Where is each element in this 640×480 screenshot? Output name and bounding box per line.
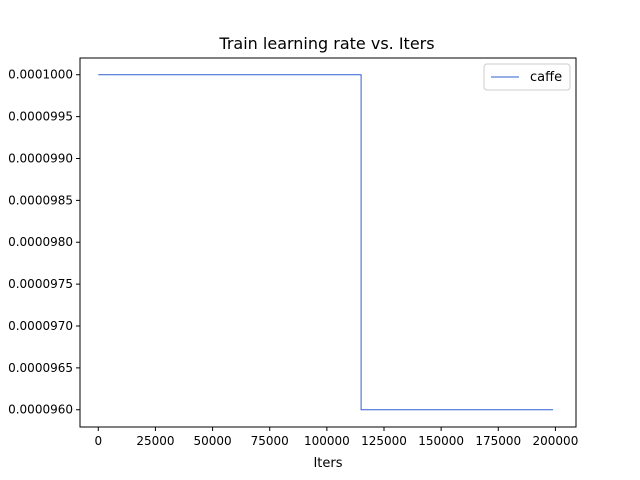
x-tick-label: 50000 <box>193 434 231 448</box>
chart-title: Train learning rate vs. Iters <box>218 34 434 53</box>
legend-label: caffe <box>530 70 562 85</box>
y-tick-label: 0.0000990 <box>8 151 73 165</box>
x-tick-label: 175000 <box>475 434 521 448</box>
legend: caffe <box>483 63 571 91</box>
y-tick-label: 0.0001000 <box>8 68 73 82</box>
plot-area-frame <box>79 57 577 428</box>
y-tick-label: 0.0000965 <box>8 361 73 375</box>
series-layer <box>98 74 554 411</box>
x-axis-label: Iters <box>313 456 342 471</box>
x-tick-label: 150000 <box>418 434 464 448</box>
y-tick-label: 0.0000975 <box>8 277 73 291</box>
x-tick-label: 25000 <box>136 434 174 448</box>
y-tick-label: 0.0000980 <box>8 235 73 249</box>
y-tick-label: 0.0000995 <box>8 110 73 124</box>
x-tick-label: 100000 <box>304 434 350 448</box>
x-tick-label: 200000 <box>533 434 579 448</box>
legend-box <box>483 63 571 91</box>
y-tick-label: 0.0000970 <box>8 319 73 333</box>
x-axis: 0 25000 50000 75000 100000 125000 150000 175000… <box>94 427 578 448</box>
x-tick-label: 0 <box>94 434 102 448</box>
series-line-caffe <box>98 74 554 411</box>
y-axis: 0.0000960 0.0000965 0.0000970 0.0000975 0.00… <box>8 68 80 417</box>
y-tick-label: 0.0000960 <box>8 403 73 417</box>
y-tick-label: 0.0000985 <box>8 193 73 207</box>
x-tick-label: 75000 <box>251 434 289 448</box>
x-tick-label: 125000 <box>361 434 407 448</box>
